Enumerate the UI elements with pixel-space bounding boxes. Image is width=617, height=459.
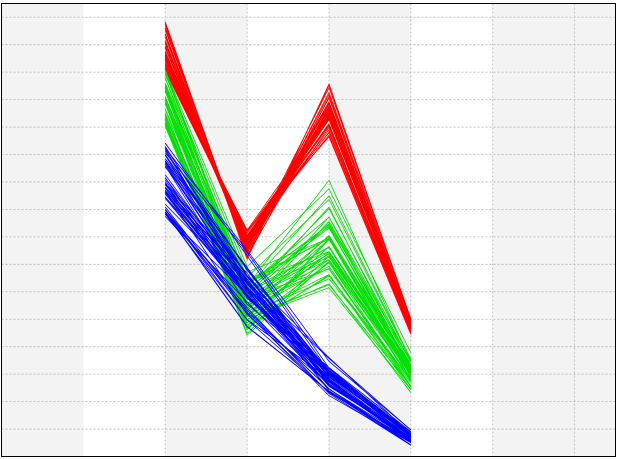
series-2-line xyxy=(164,86,412,365)
series-2-line xyxy=(164,97,412,382)
series-1-line xyxy=(164,54,412,327)
series-3-line xyxy=(164,164,412,440)
series-2-line xyxy=(164,96,412,372)
series-3-line xyxy=(164,146,412,435)
background-band xyxy=(492,3,616,457)
plot-frame xyxy=(1,3,616,457)
series-3-line xyxy=(164,213,412,439)
series-3-line xyxy=(164,142,412,436)
series-1-line xyxy=(164,29,412,320)
series-2-line xyxy=(164,69,412,353)
series-2-line xyxy=(164,99,412,376)
series-3-line xyxy=(164,209,412,441)
series-3-line xyxy=(164,158,412,437)
series-lines xyxy=(164,21,412,446)
series-3-line xyxy=(164,211,412,442)
series-2-line xyxy=(164,117,412,387)
series-2-line xyxy=(164,82,412,361)
series-3-line xyxy=(164,154,412,440)
series-3-line xyxy=(164,150,412,431)
series-3-line xyxy=(164,213,412,443)
series-1-line xyxy=(164,25,412,325)
background-band xyxy=(1,3,84,457)
series-3-line xyxy=(164,177,412,432)
series-3-line xyxy=(164,197,412,442)
series-2-line xyxy=(164,90,412,369)
series-2-line xyxy=(164,77,412,372)
series-1-line xyxy=(164,64,412,334)
series-1-line xyxy=(164,46,412,327)
